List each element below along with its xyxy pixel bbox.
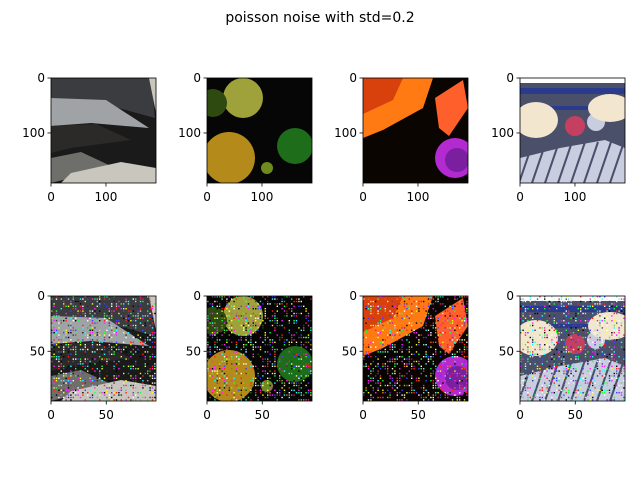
x-tick-label: 100 — [95, 190, 118, 204]
x-tick-label: 0 — [47, 408, 55, 422]
y-tick-label: 100 — [491, 126, 514, 140]
image-rodeo-crowd-with-cowboy-hat — [520, 78, 625, 183]
y-tick-label: 0 — [193, 289, 201, 303]
y-tick-label: 0 — [349, 71, 357, 85]
figure-title: poisson noise with std=0.2 — [225, 10, 414, 26]
y-tick-label: 50 — [499, 344, 514, 358]
y-tick-label: 0 — [37, 71, 45, 85]
y-tick-label: 0 — [193, 71, 201, 85]
axes-frame — [50, 295, 157, 402]
x-tick-label: 50 — [255, 408, 270, 422]
image-limes-and-lemons-noisy — [207, 296, 312, 401]
image-limes-and-lemons — [207, 78, 312, 183]
x-tick-label: 50 — [411, 408, 426, 422]
image-rocky-stone-surface-noisy — [51, 296, 156, 401]
x-tick-label: 0 — [203, 408, 211, 422]
y-tick-label: 50 — [342, 344, 357, 358]
x-tick-label: 100 — [564, 190, 587, 204]
axes-frame — [206, 295, 313, 402]
y-tick-label: 0 — [506, 71, 514, 85]
axes-frame — [519, 77, 626, 184]
y-tick-label: 0 — [37, 289, 45, 303]
y-tick-label: 100 — [334, 126, 357, 140]
subplot-r1-c2: 0 100 0 100 — [178, 71, 313, 204]
subplot-r1-c1: 0 100 0 100 — [22, 71, 157, 204]
image-orange-flower-and-purple-noisy — [363, 296, 468, 401]
x-tick-label: 100 — [407, 190, 430, 204]
axes-frame — [362, 295, 469, 402]
x-tick-label: 0 — [516, 190, 524, 204]
y-tick-label: 0 — [506, 289, 514, 303]
image-orange-flower-and-purple — [363, 78, 468, 183]
subplot-r2-c2: 0 50 0 50 — [186, 289, 313, 422]
y-tick-label: 100 — [22, 126, 45, 140]
subplot-grid: 0 100 0 100 0 100 0 100 0 100 0 100 0 100 0 100 0 50 0 50 0 5… — [22, 71, 626, 422]
x-tick-label: 0 — [203, 190, 211, 204]
subplot-r2-c3: 0 50 0 50 — [342, 289, 469, 422]
x-tick-label: 0 — [359, 190, 367, 204]
subplot-r1-c3: 0 100 0 100 — [334, 71, 469, 204]
y-tick-label: 100 — [178, 126, 201, 140]
subplot-r2-c4: 0 50 0 50 — [499, 289, 626, 422]
x-tick-label: 0 — [516, 408, 524, 422]
image-rocky-stone-surface — [51, 78, 156, 183]
x-tick-label: 100 — [251, 190, 274, 204]
subplot-r2-c1: 0 50 0 50 — [30, 289, 157, 422]
y-tick-label: 50 — [30, 344, 45, 358]
axes-frame — [362, 77, 469, 184]
subplot-r1-c4: 0 100 0 100 — [491, 71, 626, 204]
axes-frame — [50, 77, 157, 184]
y-tick-label: 0 — [349, 289, 357, 303]
axes-frame — [206, 77, 313, 184]
axes-frame — [519, 295, 626, 402]
x-tick-label: 50 — [568, 408, 583, 422]
x-tick-label: 0 — [47, 190, 55, 204]
image-rodeo-crowd-with-cowboy-hat-noisy — [520, 296, 625, 401]
y-tick-label: 50 — [186, 344, 201, 358]
x-tick-label: 50 — [99, 408, 114, 422]
x-tick-label: 0 — [359, 408, 367, 422]
